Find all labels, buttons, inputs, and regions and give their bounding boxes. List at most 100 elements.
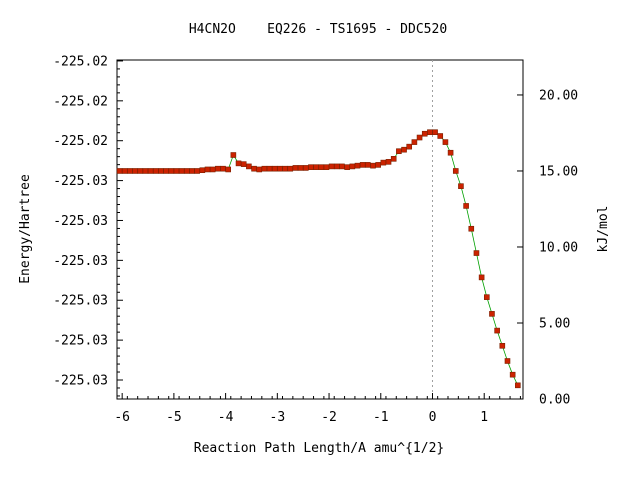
data-point (282, 165, 288, 172)
data-point (158, 168, 164, 174)
right-y-axis-label: kJ/mol (596, 206, 611, 253)
data-point (168, 168, 175, 174)
data-point (396, 148, 402, 155)
data-point (359, 162, 366, 168)
data-point (411, 139, 418, 145)
data-point (209, 166, 216, 173)
x-tick-label: -5 (166, 410, 182, 425)
data-point (184, 168, 190, 174)
data-point (406, 143, 413, 150)
data-point (385, 159, 392, 165)
right-y-axis: 0.00 5.00 10.00 15.00 20.00 (517, 88, 578, 408)
data-point (173, 168, 180, 174)
data-point (421, 130, 428, 137)
data-point (240, 161, 247, 167)
data-point (230, 152, 237, 158)
data-point (287, 165, 294, 172)
data-point (163, 168, 169, 174)
data-point (121, 168, 128, 174)
data-point (215, 165, 221, 172)
data-point (334, 163, 340, 170)
data-point (277, 165, 283, 172)
data-point (370, 162, 376, 169)
left-y-tick-label: -225.03 (53, 294, 108, 309)
left-y-tick-label: -225.03 (53, 174, 108, 189)
data-point (328, 163, 335, 170)
data-point (344, 164, 350, 170)
data-point (199, 167, 206, 174)
left-y-tick-label: -225.03 (53, 254, 108, 269)
data-point (266, 165, 273, 172)
data-point (313, 164, 319, 170)
data-point (251, 165, 257, 172)
series-layer (116, 129, 521, 389)
left-y-tick-label: -225.02 (53, 134, 108, 149)
data-point (468, 225, 475, 232)
data-point (401, 146, 407, 153)
x-axis-label: Reaction Path Length/A amu^{1/2} (194, 441, 444, 456)
data-point (220, 165, 226, 172)
data-point (256, 166, 263, 173)
right-y-tick-label: 5.00 (539, 316, 570, 331)
data-point (489, 311, 495, 317)
data-point (478, 274, 485, 281)
data-point (473, 250, 480, 256)
data-point (246, 163, 252, 170)
data-point (189, 168, 195, 174)
x-tick-label: -1 (373, 410, 389, 425)
data-point (494, 327, 500, 334)
left-y-tick-label: -225.03 (53, 374, 108, 389)
data-point (463, 203, 469, 209)
data-point (458, 183, 464, 189)
data-point (261, 165, 268, 172)
data-point (390, 156, 397, 162)
data-point (318, 164, 325, 170)
right-y-tick-label: 15.00 (539, 164, 578, 179)
data-point (127, 168, 133, 174)
data-point (380, 159, 387, 166)
data-point (152, 168, 159, 174)
data-point (132, 168, 138, 174)
data-point (447, 149, 454, 156)
data-point (137, 168, 144, 174)
x-tick-label: 1 (480, 410, 488, 425)
data-point (147, 168, 154, 174)
data-point (225, 166, 231, 173)
data-point (504, 358, 511, 364)
data-point (194, 168, 200, 174)
data-point (416, 134, 423, 141)
data-point (365, 162, 371, 168)
x-tick-label: -2 (321, 410, 337, 425)
data-point (235, 160, 242, 167)
data-point (292, 165, 299, 171)
left-y-tick-label: -225.03 (53, 334, 108, 349)
data-point (354, 162, 361, 169)
data-point (339, 163, 345, 170)
data-point (452, 168, 459, 174)
data-point (515, 382, 521, 389)
data-point (349, 163, 356, 170)
x-tick-label: 0 (429, 410, 437, 425)
right-y-tick-label: 0.00 (539, 393, 570, 408)
data-point (297, 165, 304, 171)
right-y-tick-label: 20.00 (539, 88, 578, 103)
left-y-tick-label: -225.02 (53, 94, 108, 109)
x-tick-label: -6 (114, 410, 130, 425)
data-point (204, 166, 211, 173)
left-y-tick-label: -225.02 (53, 54, 108, 69)
chart-title: H4CN2O EQ226 - TS1695 - DDC520 (189, 22, 447, 37)
data-point (302, 165, 309, 171)
x-tick-label: -4 (218, 410, 234, 425)
data-point (483, 294, 490, 300)
data-point (442, 139, 449, 145)
data-point (142, 168, 149, 174)
left-y-axis: -225.03 -225.03 -225.03 -225.03 -225.03 -225.… (53, 54, 123, 397)
right-y-tick-label: 10.00 (539, 240, 578, 255)
data-point (116, 168, 123, 174)
x-tick-label: -3 (270, 410, 286, 425)
data-point (432, 129, 438, 136)
data-point (178, 168, 185, 174)
data-point (308, 164, 314, 170)
left-y-tick-label: -225.03 (53, 214, 108, 229)
